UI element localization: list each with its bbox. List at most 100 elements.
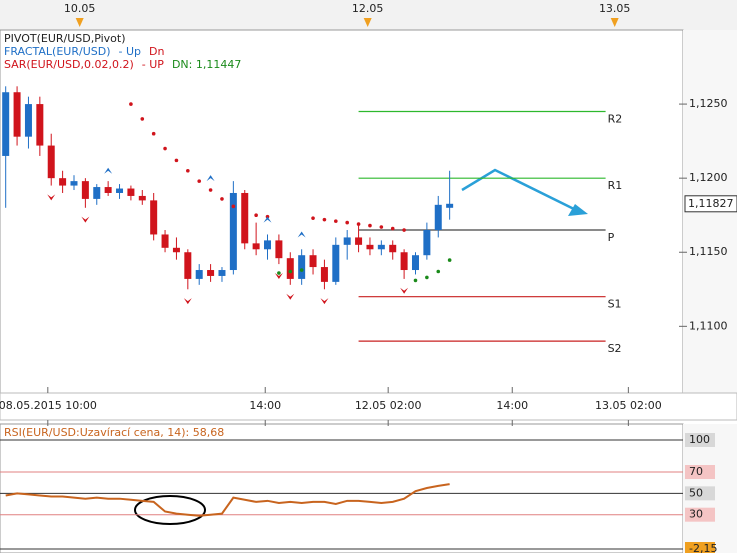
rsi-panel (0, 423, 684, 553)
candle-body (47, 145, 55, 179)
sar-dot (334, 219, 338, 223)
y-tick-label: 1,1200 (689, 171, 728, 184)
sar-dot (447, 258, 452, 262)
x-tick-label: 08.05.2015 10:00 (0, 399, 97, 412)
candle-body (377, 244, 385, 250)
sar-dot (151, 131, 156, 136)
rsi-tick-label: 70 (689, 465, 703, 478)
rsi-tick-box (685, 433, 715, 447)
candle-body (93, 187, 101, 199)
rsi-tick-label: 30 (689, 508, 703, 521)
sar-dot (186, 168, 190, 173)
rsi-tick-label: 50 (689, 486, 703, 499)
candle-body (343, 237, 351, 245)
candle-body (13, 92, 21, 137)
candle-body (161, 234, 169, 248)
rsi-line (5, 483, 450, 517)
x-tick-label: 13.05 02:00 (595, 399, 662, 412)
rsi-tick-label: 100 (689, 433, 710, 446)
candle-body (2, 92, 10, 156)
sar-dot (368, 223, 372, 228)
candle-body (172, 247, 180, 253)
day-marker (75, 18, 84, 27)
candle-body (320, 267, 328, 282)
candle-body (138, 195, 146, 201)
x-tick-label: 14:00 (496, 399, 528, 412)
legend-entry: PIVOT(EUR/USD,Pivot) (4, 32, 126, 45)
candle-body (411, 255, 419, 271)
candle-body (264, 240, 272, 250)
rsi-tick-box (685, 507, 715, 522)
fractal-down (81, 216, 90, 223)
candle-body (298, 255, 306, 279)
fractal-up (297, 231, 306, 238)
candle-body (59, 178, 67, 186)
candle-body (332, 244, 340, 282)
legend-part: DN: 1,11447 (172, 58, 241, 71)
day-marker (363, 18, 372, 27)
fractal-up (263, 216, 272, 223)
candle-body (366, 244, 374, 250)
sar-dot (174, 158, 179, 163)
candle-body (446, 203, 454, 208)
x-tick-label: 12.05 02:00 (355, 399, 422, 412)
sar-dot (277, 271, 281, 275)
pivot-label: R1 (608, 179, 623, 192)
candle-body (127, 188, 135, 196)
rsi-tick-box (685, 542, 715, 553)
candle-body (423, 230, 431, 256)
fractal-down (320, 298, 329, 305)
fractal-down (183, 298, 192, 305)
candle-body (195, 270, 203, 279)
fractal-down (47, 194, 56, 201)
sar-dot (379, 225, 384, 229)
sar-dot (163, 146, 167, 151)
sar-dot (299, 268, 304, 272)
candle-body (400, 252, 408, 271)
pivot-label: P (608, 231, 615, 244)
day-label: 13.05 (599, 2, 631, 15)
candle-body (309, 255, 317, 268)
sar-dot (231, 204, 236, 209)
time-axis (0, 392, 737, 421)
candle-body (355, 237, 363, 245)
day-label: 10.05 (64, 2, 96, 15)
pivot-label: S2 (608, 342, 622, 355)
candle-body (241, 192, 249, 244)
candle-body (70, 181, 78, 186)
sar-dot (413, 278, 418, 283)
annotation-ellipse (134, 495, 206, 525)
last-price-box (684, 195, 737, 213)
sar-dot (208, 188, 213, 192)
y-tick-label: 1,1250 (689, 97, 728, 110)
sar-dot (425, 275, 429, 280)
x-tick-label: 14:00 (249, 399, 281, 412)
sar-dot (220, 197, 224, 201)
fractal-down (400, 287, 409, 294)
candle-body (252, 243, 260, 250)
candle-body (434, 204, 442, 231)
fractal-down (274, 272, 283, 279)
fractal-up (206, 175, 215, 182)
candle-body (184, 252, 192, 279)
candle-body (275, 240, 283, 259)
sar-dot (311, 216, 315, 220)
sar-dot (345, 220, 349, 225)
annotation-arrowhead (568, 204, 588, 216)
candle-body (36, 104, 44, 146)
sar-dot (390, 226, 395, 231)
sar-dot (140, 117, 145, 121)
pivot-label: R2 (608, 112, 623, 125)
rsi-title: RSI(EUR/USD:Uzavírací cena, 14): 58,68 (4, 426, 224, 439)
sar-dot (254, 213, 258, 218)
rsi-tick-box (685, 486, 715, 501)
pivot-label: S1 (608, 298, 622, 311)
rsi-tick-label: -2,15 (689, 542, 717, 553)
candle-body (81, 181, 89, 199)
legend-entry: FRACTAL(EUR/USD) (4, 45, 111, 58)
candle-body (218, 270, 226, 276)
legend-part: Dn (149, 45, 164, 58)
y-tick-label: 1,1150 (689, 245, 728, 258)
price-panel (0, 29, 684, 394)
